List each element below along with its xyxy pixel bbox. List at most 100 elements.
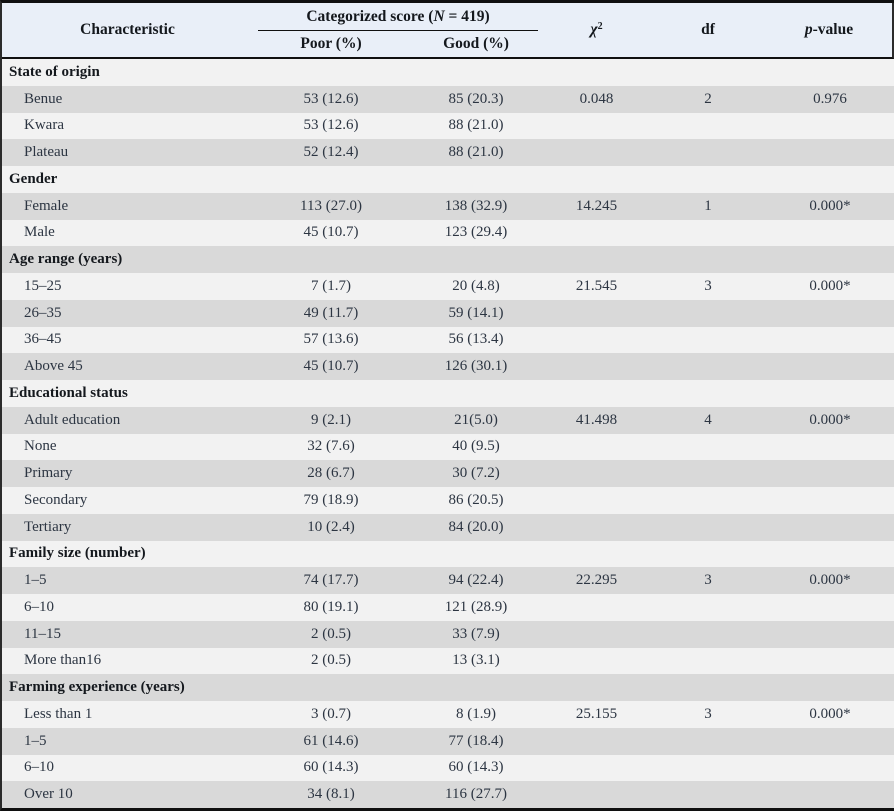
- characteristic-cell: Kwara: [24, 117, 64, 134]
- chi-square-cell: 41.498: [575, 411, 618, 428]
- section-header-row: Age range (years): [2, 246, 894, 273]
- characteristic-cell: 6–10: [24, 598, 54, 615]
- table-row: Plateau 52 (12.4) 88 (21.0): [2, 139, 894, 166]
- table-row: 15–25 7 (1.7) 20 (4.8) 21.545 3 0.000*: [2, 273, 894, 300]
- chi-symbol: χ: [590, 21, 598, 38]
- table-header-row: Characteristic Categorized score (N = 41…: [2, 3, 894, 59]
- section-header-row: Farming experience (years): [2, 674, 894, 701]
- good-score-cell: 20 (4.8): [452, 277, 500, 294]
- p-value-cell: 0.000*: [809, 572, 851, 589]
- poor-score-cell: 80 (19.1): [303, 598, 359, 615]
- good-score-cell: 94 (22.4): [448, 572, 504, 589]
- good-score-cell: 30 (7.2): [452, 465, 500, 482]
- poor-score-cell: 7 (1.7): [311, 277, 351, 294]
- characteristic-cell: Primary: [24, 465, 73, 482]
- good-score-cell: 86 (20.5): [448, 491, 504, 508]
- good-score-cell: 88 (21.0): [448, 117, 504, 134]
- p-value-cell: 0.000*: [809, 197, 851, 214]
- poor-score-cell: 9 (2.1): [311, 411, 351, 428]
- table-row: None 32 (7.6) 40 (9.5): [2, 433, 894, 461]
- table-row: 36–45 57 (13.6) 56 (13.4): [2, 326, 894, 354]
- chi-superscript: 2: [597, 21, 603, 32]
- poor-score-cell: 32 (7.6): [307, 438, 355, 455]
- poor-score-cell: 28 (6.7): [307, 465, 355, 482]
- poor-score-cell: 60 (14.3): [303, 759, 359, 776]
- table-row: Female 113 (27.0) 138 (32.9) 14.245 1 0.…: [2, 192, 894, 220]
- table-row: More than16 2 (0.5) 13 (3.1): [2, 647, 894, 675]
- df-cell: 3: [704, 277, 712, 294]
- p-symbol: p: [804, 21, 813, 38]
- good-score-cell: 13 (3.1): [452, 652, 500, 669]
- p-value-cell: 0.000*: [809, 277, 851, 294]
- df-cell: 3: [704, 705, 712, 722]
- characteristic-cell: Adult education: [24, 411, 121, 428]
- good-score-cell: 8 (1.9): [456, 705, 496, 722]
- good-score-cell: 85 (20.3): [448, 90, 504, 107]
- good-score-cell: 77 (18.4): [448, 732, 504, 749]
- poor-score-cell: 53 (12.6): [303, 117, 359, 134]
- df-cell: 2: [704, 90, 712, 107]
- characteristic-cell: Benue: [24, 90, 63, 107]
- characteristic-cell: 1–5: [24, 732, 47, 749]
- characteristic-cell: 6–10: [24, 759, 54, 776]
- poor-score-cell: 2 (0.5): [311, 652, 351, 669]
- column-header-df: df: [701, 21, 715, 38]
- table-row: 6–10 60 (14.3) 60 (14.3): [2, 754, 894, 782]
- table-row: 6–10 80 (19.1) 121 (28.9): [2, 594, 894, 621]
- characteristic-cell: Secondary: [24, 491, 88, 508]
- good-score-cell: 126 (30.1): [444, 358, 508, 375]
- poor-score-cell: 10 (2.4): [307, 518, 355, 535]
- poor-score-cell: 53 (12.6): [303, 90, 359, 107]
- df-cell: 1: [704, 197, 712, 214]
- chi-square-cell: 25.155: [575, 705, 618, 722]
- df-cell: 4: [704, 411, 712, 428]
- section-title: State of origin: [9, 63, 100, 80]
- group-title-suffix: = 419): [444, 7, 490, 25]
- column-header-characteristic: Characteristic: [80, 21, 175, 38]
- p-value-suffix: -value: [812, 21, 854, 38]
- table-row: 1–5 61 (14.6) 77 (18.4): [2, 727, 894, 755]
- section-title: Farming experience (years): [9, 679, 185, 696]
- table-row: 11–15 2 (0.5) 33 (7.9): [2, 620, 894, 648]
- section-header-row: Family size (number): [2, 540, 894, 568]
- p-value-cell: 0.000*: [809, 411, 851, 428]
- good-score-cell: 56 (13.4): [448, 331, 504, 348]
- poor-score-cell: 45 (10.7): [303, 224, 359, 241]
- poor-score-cell: 61 (14.6): [303, 732, 359, 749]
- good-score-cell: 138 (32.9): [444, 197, 508, 214]
- characteristic-cell: Over 10: [24, 786, 73, 803]
- characteristic-cell: Male: [24, 224, 55, 241]
- p-value-cell: 0.000*: [809, 705, 851, 722]
- characteristic-cell: 26–35: [24, 304, 62, 321]
- good-score-cell: 123 (29.4): [444, 224, 508, 241]
- good-score-cell: 40 (9.5): [452, 438, 500, 455]
- table-row: Less than 1 3 (0.7) 8 (1.9) 25.155 3 0.0…: [2, 701, 894, 728]
- table-row: Secondary 79 (18.9) 86 (20.5): [2, 487, 894, 514]
- poor-score-cell: 79 (18.9): [303, 491, 359, 508]
- section-title: Age range (years): [9, 251, 123, 268]
- characteristic-cell: 11–15: [24, 625, 61, 642]
- column-header-good: Good (%): [443, 35, 509, 52]
- good-score-cell: 116 (27.7): [445, 786, 507, 803]
- characteristic-cell: More than16: [24, 652, 102, 669]
- section-title: Educational status: [9, 384, 128, 401]
- good-score-cell: 84 (20.0): [448, 518, 504, 535]
- good-score-cell: 121 (28.9): [444, 598, 508, 615]
- characteristic-cell: Above 45: [24, 358, 83, 375]
- good-score-cell: 88 (21.0): [448, 144, 504, 161]
- characteristic-cell: 1–5: [24, 572, 47, 589]
- p-value-cell: 0.976: [813, 90, 847, 107]
- characteristic-cell: Female: [24, 197, 69, 214]
- table-body: State of origin Benue 53 (12.6) 85 (20.3…: [2, 59, 894, 808]
- good-score-cell: 21(5.0): [454, 411, 498, 428]
- table-row: Above 45 45 (10.7) 126 (30.1): [2, 353, 894, 380]
- characteristic-cell: 15–25: [24, 277, 62, 294]
- poor-score-cell: 2 (0.5): [311, 625, 351, 642]
- characteristic-cell: Tertiary: [24, 518, 72, 535]
- section-header-row: Educational status: [2, 380, 894, 407]
- characteristic-cell: Less than 1: [24, 705, 93, 722]
- column-group-categorized-score: Categorized score (N = 419) Poor (%) Goo…: [253, 3, 543, 57]
- poor-score-cell: 49 (11.7): [303, 304, 359, 321]
- section-header-row: Gender: [2, 166, 894, 193]
